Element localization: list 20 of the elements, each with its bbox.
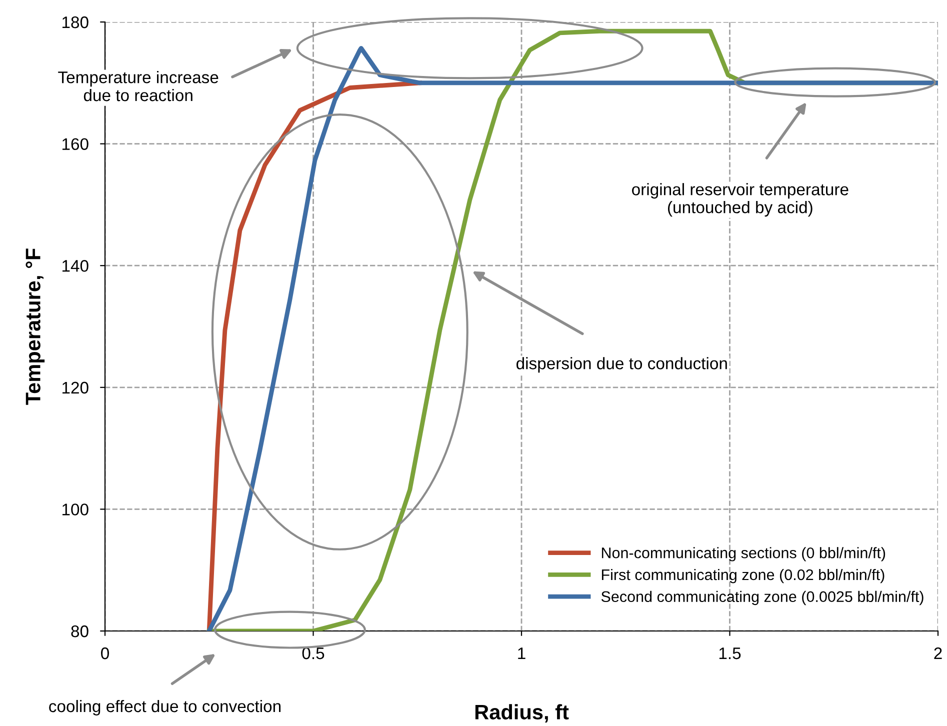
- y-axis-title: Temperature, °F: [26, 248, 45, 405]
- x-tick-label: 1.5: [719, 648, 741, 660]
- y-tick-label: 120: [62, 382, 88, 394]
- x-tick-label: 0.5: [302, 647, 324, 660]
- y-tick-label: 160: [62, 138, 88, 150]
- x-axis-title: Radius, ft: [475, 704, 569, 722]
- legend-label: Second communicating zone (0.0025 bbl/min/ft): [601, 590, 924, 606]
- y-tick-label: 140: [62, 260, 88, 272]
- y-tick-label: 100: [62, 504, 88, 516]
- x-tick-label: 2: [934, 647, 942, 660]
- text: cooling effect due to convection: [49, 700, 280, 716]
- legend-label: Non-communicating sections (0 bbl/min/ft): [602, 547, 886, 562]
- annotation: dispersion due to conduction: [516, 357, 727, 373]
- y-tick-label: 80: [71, 625, 88, 638]
- legend-label: First communicating zone (0.02 bbl/min/ft): [602, 568, 884, 584]
- x-tick-label: 1: [518, 648, 526, 660]
- y-tick-label: 180: [62, 16, 88, 28]
- annotation: original reservoir temperature (untouched by acid): [632, 183, 848, 217]
- x-tick-label: 0: [101, 647, 109, 660]
- annotation: Temperature increase due to reaction: [58, 71, 218, 102]
